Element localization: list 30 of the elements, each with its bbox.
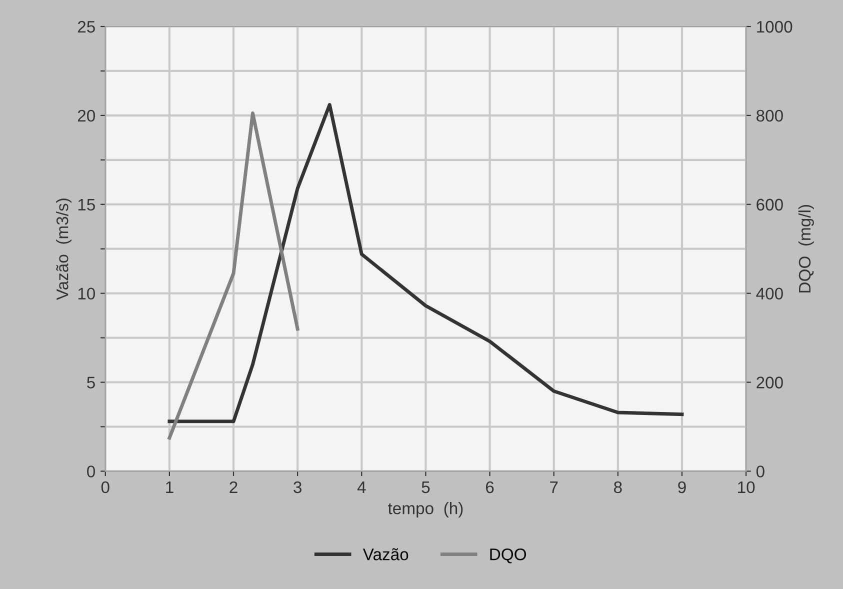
y-axis-title: Vazão (m3/s) [56, 198, 72, 300]
legend-label: DQO [490, 548, 526, 564]
x-tick-label: 3 [294, 481, 302, 494]
y-tick-label: 0 [87, 466, 95, 478]
y-tick-label: 25 [78, 20, 95, 33]
x-tick-label: 8 [614, 481, 622, 494]
y-tick-label: 10 [78, 288, 96, 300]
x-tick-label: 7 [550, 482, 558, 493]
y2-tick-label: 1000 [757, 20, 792, 33]
x-tick-label: 10 [738, 481, 755, 494]
x-axis-title: tempo (h) [388, 502, 463, 518]
y-tick-label: 20 [78, 110, 96, 122]
y-tick-label: 5 [87, 376, 95, 388]
line-series [168, 111, 300, 440]
x-tick-label: 5 [422, 482, 430, 494]
x-tick-label: 9 [678, 481, 686, 494]
y2-tick-label: 0 [756, 466, 764, 478]
y-tick-label: 15 [78, 198, 95, 211]
x-tick-label: 2 [230, 481, 238, 493]
legend-label: Vazão [362, 548, 408, 560]
x-tick-label: 1 [166, 482, 174, 493]
y2-tick-label: 200 [756, 376, 783, 388]
x-tick-label: 6 [486, 481, 494, 494]
x-tick-label: 0 [101, 481, 110, 494]
y2-axis-title: DQO (mg/l) [798, 204, 814, 292]
x-tick-label: 4 [357, 482, 366, 493]
y2-tick-label: 400 [756, 288, 783, 300]
line-series [168, 103, 684, 424]
y2-tick-label: 600 [756, 198, 783, 211]
y2-tick-label: 800 [756, 110, 783, 122]
